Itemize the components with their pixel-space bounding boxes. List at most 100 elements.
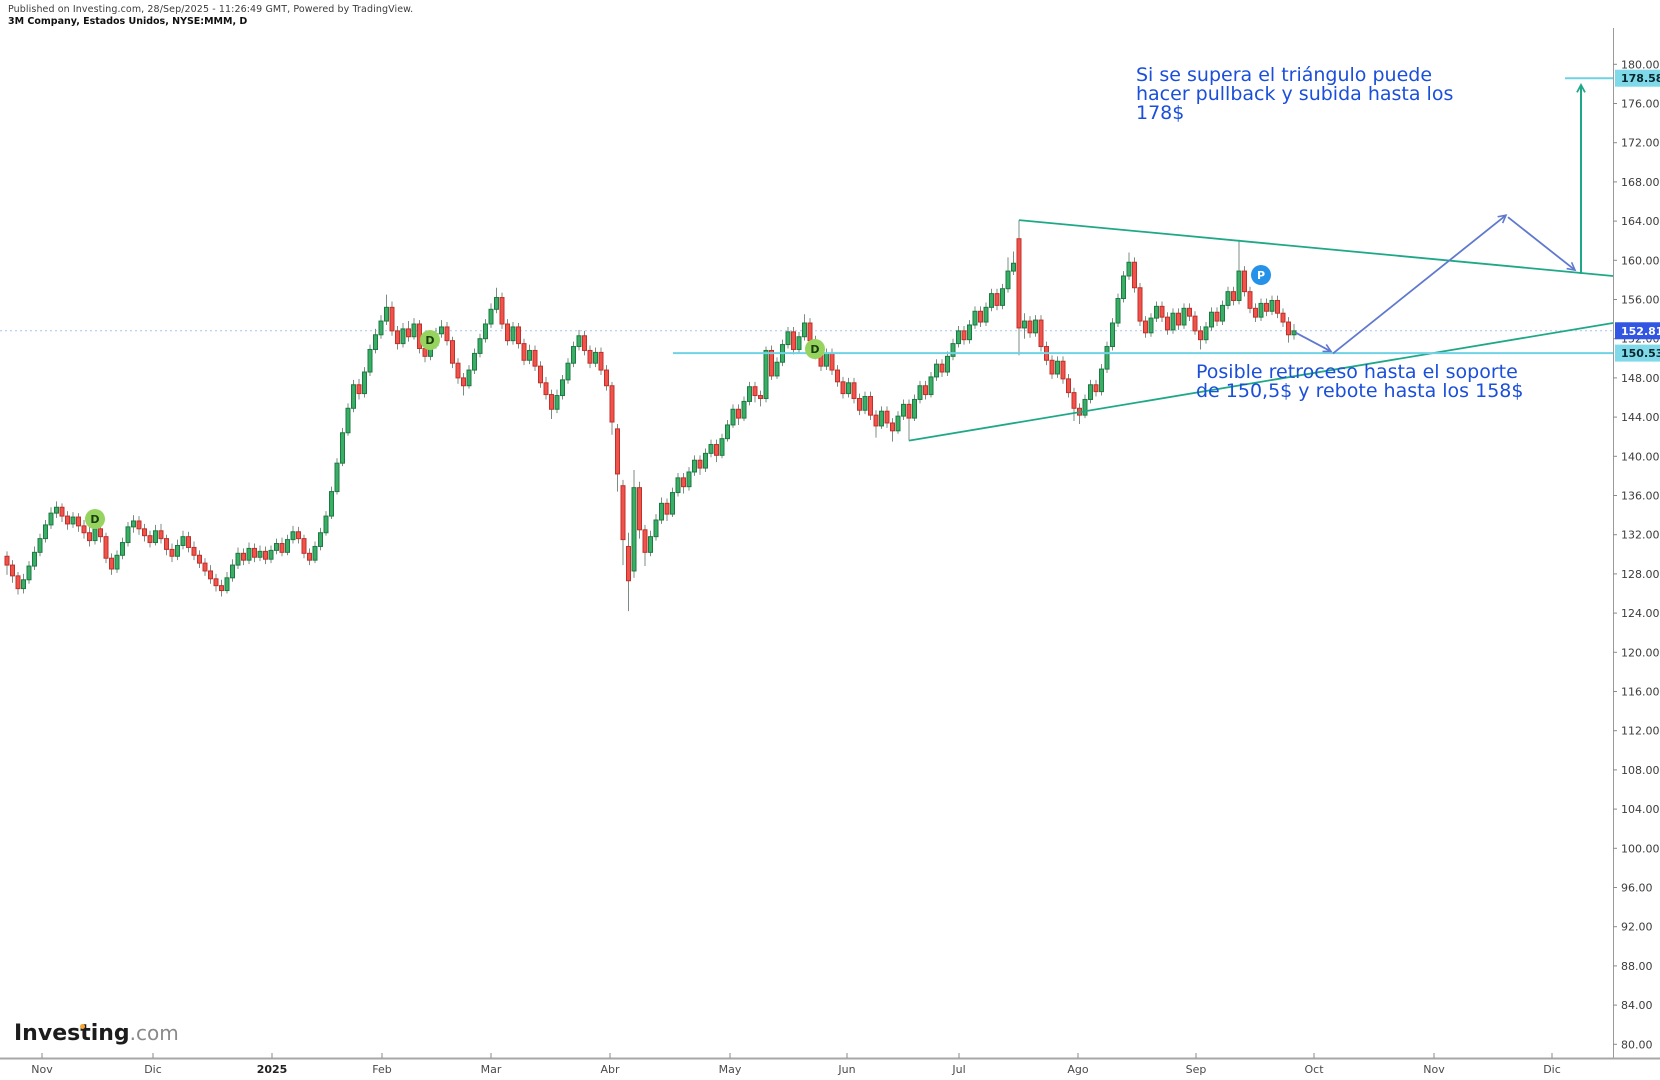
dividend-marker[interactable]: D <box>85 509 105 529</box>
candle <box>549 394 554 410</box>
time-axis-label: May <box>719 1063 742 1076</box>
candle <box>43 524 48 540</box>
candle <box>538 365 543 384</box>
annotation-line: Posible retroceso hasta el soporte <box>1196 361 1518 383</box>
candle <box>692 459 697 473</box>
candle <box>37 538 43 553</box>
dividend-marker[interactable]: D <box>420 330 440 350</box>
svg-text:D: D <box>425 334 434 347</box>
candle <box>1005 270 1011 290</box>
projection-arrow-2[interactable] <box>1332 214 1508 355</box>
candle <box>543 382 549 396</box>
price-tick-label: 112.00 <box>1621 725 1660 738</box>
time-axis-label: Jul <box>951 1063 965 1076</box>
projection-arrow-1[interactable] <box>1295 332 1333 353</box>
candle <box>400 328 406 345</box>
projection-arrow-3[interactable] <box>1507 216 1577 272</box>
candle <box>235 552 241 566</box>
candle <box>378 320 384 336</box>
candle <box>763 349 769 399</box>
candle <box>703 452 708 469</box>
candle <box>323 515 329 534</box>
logo-orange-dot-icon <box>80 1024 85 1029</box>
price-tick-label: 136.00 <box>1621 490 1660 503</box>
annotation-pullback[interactable]: Posible retroceso hasta el soporte de 15… <box>1196 363 1523 401</box>
candle <box>499 297 505 325</box>
candle <box>670 492 675 515</box>
candle <box>1038 319 1044 348</box>
candle <box>785 331 791 346</box>
time-axis[interactable]: Nov Dic 2025 Feb Mar Abr May Jun Jul Ago Sep Oct Nov… <box>0 1053 1660 1076</box>
candle <box>1148 317 1154 334</box>
p-marker[interactable]: P <box>1251 265 1271 285</box>
annotation-breakout[interactable]: Si se supera el triángulo puede hacer pu… <box>1136 66 1453 123</box>
candle <box>560 379 565 397</box>
candle <box>884 410 890 424</box>
candle <box>466 369 472 387</box>
candle <box>593 351 598 364</box>
candle <box>494 297 499 310</box>
time-axis-label: Nov <box>1423 1063 1445 1076</box>
candle <box>1236 270 1242 301</box>
candle <box>719 438 725 456</box>
price-tick-label: 104.00 <box>1621 803 1660 816</box>
candle <box>598 351 604 371</box>
candle <box>846 382 851 395</box>
candle <box>87 532 92 542</box>
candle <box>48 512 54 526</box>
time-axis-label: Nov <box>31 1063 53 1076</box>
candle <box>1099 368 1104 393</box>
price-tick-label: 96.00 <box>1621 882 1653 895</box>
candle <box>565 362 571 381</box>
price-axis[interactable]: 80.00 84.00 88.00 92.00 96.00 100.00 104.00 108… <box>1613 28 1660 1058</box>
candle <box>1176 312 1181 326</box>
trendline-triangle-upper[interactable] <box>1018 219 1614 277</box>
candle <box>395 330 400 345</box>
candle <box>329 491 334 517</box>
price-tick-label: 164.00 <box>1621 215 1660 228</box>
candle <box>1093 384 1099 393</box>
candle <box>367 348 373 373</box>
candle <box>186 536 191 548</box>
candle <box>1104 346 1110 370</box>
candle <box>1110 322 1115 348</box>
price-tick-label: 176.00 <box>1621 98 1660 111</box>
candle <box>257 550 263 558</box>
dividend-marker[interactable]: D <box>805 339 825 359</box>
candle <box>290 531 296 541</box>
candle <box>664 502 670 515</box>
price-tick-label: 84.00 <box>1621 999 1653 1012</box>
candle <box>125 526 131 544</box>
candle <box>686 471 692 488</box>
trendline-triangle-lower[interactable] <box>908 322 1614 442</box>
candle <box>890 422 895 432</box>
candle <box>136 520 142 530</box>
price-flag-152.81[interactable]: 152.81 <box>1615 322 1660 340</box>
candle <box>835 369 840 383</box>
candle <box>934 363 939 378</box>
candle <box>191 546 197 556</box>
annotation-line: Si se supera el triángulo puede <box>1136 64 1433 86</box>
candle <box>477 338 483 354</box>
time-axis-label: Dic <box>1543 1063 1561 1076</box>
candle <box>1214 311 1220 322</box>
candle <box>791 331 796 350</box>
candle <box>758 395 763 399</box>
investing-logo: Investing.com <box>14 1021 179 1046</box>
price-flag-150.53[interactable]: 150.53 <box>1615 344 1660 362</box>
candle <box>197 554 202 564</box>
candle <box>169 548 175 557</box>
price-tick-label: 108.00 <box>1621 764 1660 777</box>
candle <box>609 385 615 423</box>
candle <box>659 502 664 521</box>
candle <box>318 532 323 547</box>
candle <box>895 415 901 432</box>
candle <box>241 552 246 561</box>
price-flag-178.58[interactable]: 178.58 <box>1615 69 1660 87</box>
candle <box>1154 305 1159 319</box>
candle <box>1269 299 1275 312</box>
candle <box>912 398 917 419</box>
candle <box>131 520 136 528</box>
price-tick-label: 160.00 <box>1621 254 1660 267</box>
